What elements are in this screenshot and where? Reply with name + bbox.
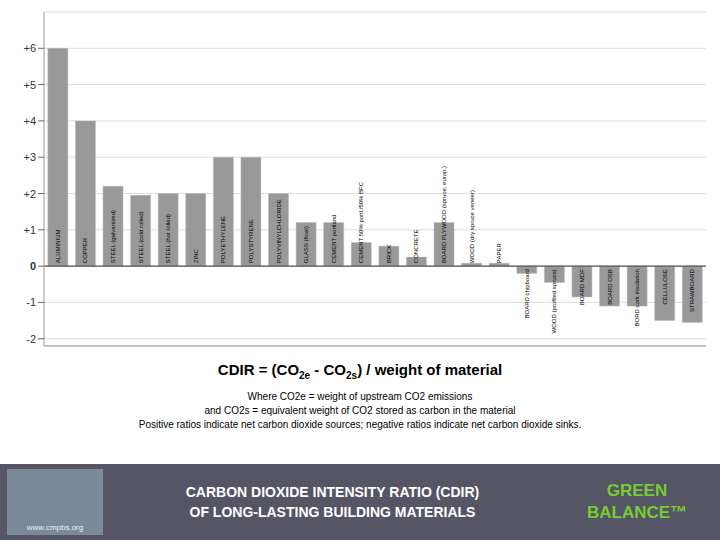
svg-text:COPPER: COPPER — [82, 237, 88, 263]
svg-text:+3: +3 — [23, 151, 36, 163]
svg-text:STEEL (galvanized): STEEL (galvanized) — [110, 210, 116, 263]
svg-text:-2: -2 — [26, 333, 36, 345]
svg-text:POLYVINYLCHLORIDE: POLYVINYLCHLORIDE — [276, 199, 282, 263]
svg-text:-1: -1 — [26, 296, 36, 308]
svg-text:GLASS (float): GLASS (float) — [303, 226, 309, 263]
svg-text:PAPER: PAPER — [496, 243, 502, 264]
html-text:Where CO2e = weight of upstrea: Where CO2e = weight of upstream CO2 emis… — [247, 391, 473, 402]
svg-text:WOOD (profiled spruce): WOOD (profiled spruce) — [551, 269, 557, 333]
html-text:GREEN: GREEN — [606, 481, 668, 500]
html-text:CARBON DIOXIDE INTENSITY RATIO: CARBON DIOXIDE INTENSITY RATIO (CDIR) — [185, 484, 480, 500]
svg-text:POLYETHYLENE: POLYETHYLENE — [220, 216, 226, 263]
svg-text:WOOD (dry spruce veneer): WOOD (dry spruce veneer) — [469, 190, 475, 263]
svg-text:STEEL (cold rolled): STEEL (cold rolled) — [138, 211, 144, 263]
svg-text:+2: +2 — [23, 188, 36, 200]
svg-text:BRICK: BRICK — [386, 245, 392, 263]
svg-text:BORD cork insulation: BORD cork insulation — [634, 269, 640, 326]
svg-text:STEEL (hot rolled): STEEL (hot rolled) — [165, 214, 171, 263]
html-text:and CO2s = equivalent weight o: and CO2s = equivalent weight of CO2 stor… — [204, 405, 516, 416]
html-text:CDIR = (CO2e- CO2s) / weight o: CDIR = (CO2e- CO2s) / weight of material — [217, 361, 503, 381]
svg-text:BOARD OSB: BOARD OSB — [607, 269, 613, 305]
svg-text:POLYSTYRENE: POLYSTYRENE — [248, 219, 254, 263]
svg-text:CONCRETE: CONCRETE — [413, 229, 419, 263]
svg-text:CELLULOSE: CELLULOSE — [662, 269, 668, 304]
svg-text:CEMENT 50% portl./50% BFC: CEMENT 50% portl./50% BFC — [358, 181, 364, 263]
svg-text:CEMENT portland: CEMENT portland — [331, 215, 337, 264]
svg-text:+4: +4 — [23, 115, 36, 127]
svg-text:STRAWBOARD: STRAWBOARD — [689, 268, 695, 311]
svg-text:ZINC: ZINC — [193, 248, 199, 263]
html-text:OF LONG-LASTING BUILDING MATER: OF LONG-LASTING BUILDING MATERIALS — [189, 504, 476, 520]
svg-text:BOARD chipboard: BOARD chipboard — [524, 269, 530, 318]
svg-text:BOARD MDF: BOARD MDF — [579, 269, 585, 305]
svg-text:BOARD PLYWOOD (spruce, europ.): BOARD PLYWOOD (spruce, europ.) — [441, 166, 447, 263]
html-text:Positive ratios indicate net c: Positive ratios indicate net carbon diox… — [138, 419, 582, 430]
svg-text:ALUMINIUM: ALUMINIUM — [55, 229, 61, 263]
svg-text:+1: +1 — [23, 224, 36, 236]
html-text:www.cmpbs.org: www.cmpbs.org — [26, 523, 84, 532]
svg-text:+6: +6 — [23, 42, 36, 54]
svg-text:+5: +5 — [23, 79, 36, 91]
html-text:BALANCE™: BALANCE™ — [586, 503, 687, 522]
svg-text:0: 0 — [30, 260, 36, 272]
